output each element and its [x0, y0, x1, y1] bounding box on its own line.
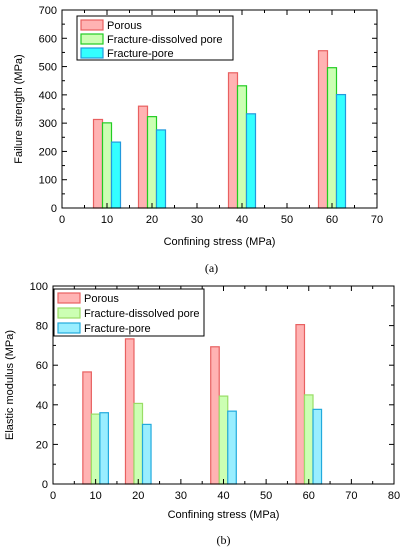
bar — [92, 118, 104, 209]
x-tick-label: 30 — [175, 490, 187, 502]
bar — [236, 85, 248, 209]
bar — [137, 105, 149, 209]
y-axis-title: Elastic modulus (MPa) — [4, 330, 16, 440]
x-tick-label: 30 — [191, 214, 203, 226]
x-tick-label: 20 — [132, 490, 144, 502]
legend-label: Porous — [107, 20, 142, 32]
y-tick-label: 600 — [39, 33, 57, 45]
legend-label: Fracture-dissolved pore — [84, 308, 200, 320]
panel-caption: (b) — [217, 533, 231, 547]
legend-label: Porous — [84, 293, 119, 305]
bar — [227, 410, 237, 485]
bar — [133, 402, 144, 485]
legend-swatch — [57, 307, 81, 319]
bar — [245, 113, 257, 209]
bar — [312, 408, 323, 485]
x-tick-label: 50 — [260, 490, 272, 502]
bar — [82, 371, 92, 485]
x-tick-label: 70 — [345, 490, 357, 502]
x-tick-label: 0 — [59, 214, 65, 226]
bar — [326, 67, 338, 209]
bar — [303, 394, 314, 485]
x-tick-label: 40 — [236, 214, 248, 226]
x-axis-title: Confining stress (MPa) — [168, 509, 280, 521]
bar — [99, 412, 110, 485]
y-tick-label: 500 — [39, 62, 57, 74]
x-tick-label: 60 — [326, 214, 338, 226]
x-tick-label: 10 — [101, 214, 113, 226]
y-tick-label: 100 — [39, 175, 57, 187]
x-tick-label: 50 — [281, 214, 293, 226]
y-tick-label: 80 — [36, 321, 48, 333]
x-axis-title: Confining stress (MPa) — [164, 236, 276, 248]
legend-swatch — [57, 322, 81, 334]
legend-label: Fracture-dissolved pore — [107, 34, 223, 46]
y-tick-label: 60 — [36, 360, 48, 372]
x-tick-label: 10 — [90, 490, 102, 502]
bar — [101, 122, 113, 209]
y-tick-label: 40 — [36, 400, 48, 412]
bar — [141, 423, 152, 485]
bar — [227, 72, 239, 209]
x-tick-label: 0 — [50, 490, 56, 502]
x-tick-label: 40 — [217, 490, 229, 502]
bar — [124, 338, 135, 485]
x-tick-label: 20 — [146, 214, 158, 226]
y-tick-label: 700 — [39, 5, 57, 17]
y-axis-title: Failure strength (MPa) — [13, 54, 25, 163]
x-tick-label: 80 — [388, 490, 400, 502]
chart-panel-b: 0 10 20 30 40 50 60 70 80 0 20 40 60 80 100 Confining s… — [4, 281, 400, 547]
y-tick-label: 20 — [36, 439, 48, 451]
legend-label: Fracture-pore — [84, 323, 151, 335]
bar — [155, 129, 167, 209]
legend-swatch — [57, 292, 81, 304]
legend-label: Fracture-pore — [107, 48, 174, 60]
panel-caption: (a) — [205, 261, 218, 275]
bar — [90, 413, 101, 485]
x-tick-label: 70 — [371, 214, 383, 226]
chart-panel-a: 0 10 20 30 40 50 60 700100200300400500600700Con… — [13, 5, 383, 275]
legend-swatch — [80, 33, 104, 45]
y-tick-label: 0 — [51, 203, 57, 215]
bar — [218, 395, 229, 485]
bar — [110, 141, 122, 209]
bar — [317, 50, 329, 209]
y-tick-label: 0 — [42, 479, 48, 491]
bar — [295, 324, 306, 485]
bar — [146, 116, 158, 209]
bar — [335, 93, 347, 209]
y-tick-label: 400 — [39, 90, 57, 102]
legend-swatch — [80, 19, 104, 31]
bar — [210, 346, 220, 485]
y-tick-label: 200 — [39, 146, 57, 158]
x-tick-label: 60 — [303, 490, 315, 502]
y-tick-label: 100 — [30, 281, 48, 293]
y-tick-label: 300 — [39, 118, 57, 130]
legend-swatch — [80, 47, 104, 59]
